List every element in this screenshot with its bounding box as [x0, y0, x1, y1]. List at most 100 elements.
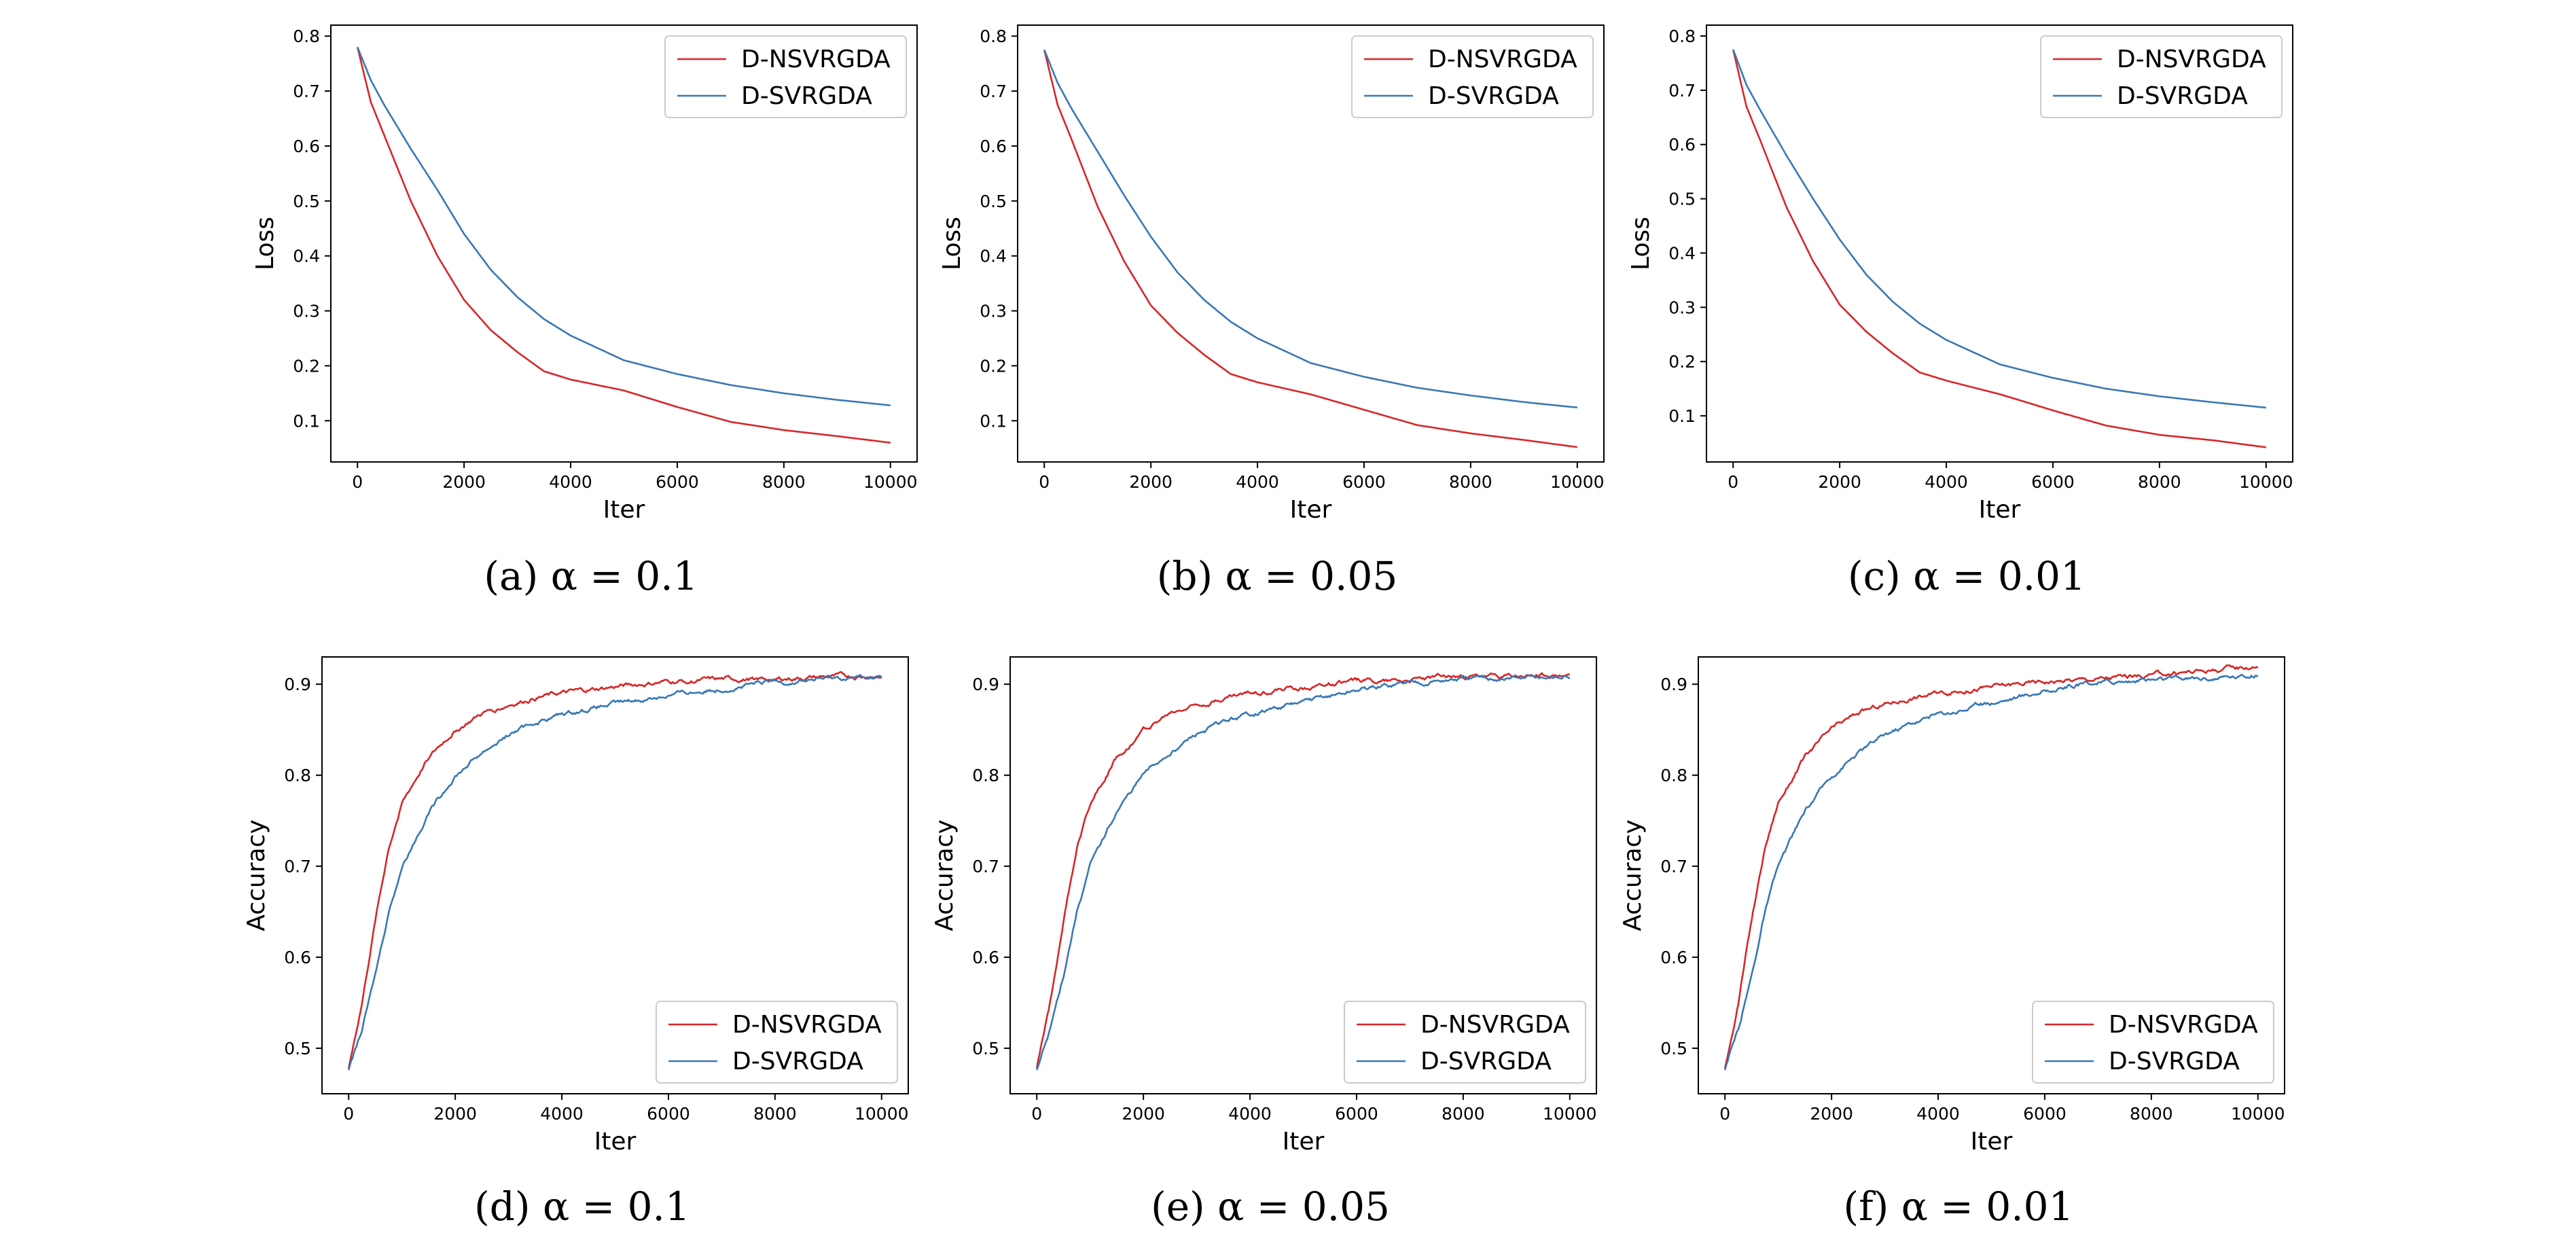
legend: D-NSVRGDA D-SVRGDA: [1344, 1001, 1586, 1084]
x-tick-label: 4000: [1916, 1104, 1960, 1124]
x-tick-label: 2000: [1818, 472, 1861, 492]
legend-label: D-SVRGDA: [732, 1048, 863, 1075]
x-tick-label: 0: [343, 1104, 354, 1124]
series-line-d-nsvrgda: [347, 671, 882, 1069]
series-line-d-svrgda: [1732, 49, 2266, 409]
legend: D-NSVRGDA D-SVRGDA: [2040, 35, 2283, 118]
legend-label: D-NSVRGDA: [741, 46, 891, 73]
legend: D-NSVRGDA D-SVRGDA: [2032, 1001, 2274, 1084]
y-tick-label: 0.7: [1660, 857, 1687, 876]
x-axis-label: Iter: [1290, 496, 1332, 524]
chart-panel-5: 0 2000 4000 6000 8000 10000 0.5 0.6 0.7 0.8 0.9 Ite…: [931, 656, 1597, 1230]
y-tick-label: 0.8: [1660, 766, 1687, 785]
plot-frame: [1706, 24, 2293, 463]
series-line-d-svrgda: [1723, 673, 2259, 1071]
y-tick-label: 0.5: [293, 192, 320, 211]
legend-box: [1344, 1001, 1586, 1084]
y-tick-label: 0.3: [980, 302, 1007, 321]
y-tick-label: 0.9: [284, 675, 311, 694]
legend-box: [1351, 35, 1594, 118]
y-tick-label: 0.6: [980, 137, 1007, 156]
chart-panel-3: 0 2000 4000 6000 8000 10000 0.1 0.2 0.3 0.4 0.5 0.6…: [1627, 24, 2293, 599]
x-tick-label: 8000: [1442, 1104, 1485, 1124]
panel-caption: (d) α = 0.1: [474, 1183, 690, 1230]
x-tick-label: 6000: [2031, 472, 2075, 492]
y-tick-label: 0.9: [972, 675, 999, 694]
y-tick-label: 0.7: [284, 857, 311, 876]
x-tick-label: 6000: [1342, 472, 1386, 492]
legend-label: D-SVRGDA: [2117, 82, 2248, 110]
x-tick-label: 6000: [2023, 1104, 2067, 1124]
legend: D-NSVRGDA D-SVRGDA: [656, 1001, 898, 1084]
plot-frame: [1698, 656, 2285, 1094]
series-line-d-nsvrgda: [1732, 49, 2266, 448]
x-tick-label: 0: [1031, 1104, 1042, 1124]
chart-panel-6: 0 2000 4000 6000 8000 10000 0.5 0.6 0.7 0.8 0.9 Ite…: [1619, 656, 2285, 1230]
chart-panel-1: 0 2000 4000 6000 8000 10000 0.1 0.2 0.3 0.4 0.5 0.6…: [251, 24, 918, 599]
y-axis-label: Loss: [938, 217, 966, 270]
x-tick-label: 8000: [1449, 472, 1492, 492]
legend-label: D-NSVRGDA: [2117, 46, 2266, 73]
y-tick-label: 0.6: [1660, 948, 1687, 967]
y-tick-label: 0.9: [1660, 675, 1687, 694]
x-tick-label: 4000: [549, 472, 592, 492]
x-tick-label: 2000: [442, 472, 486, 492]
y-tick-label: 0.3: [293, 302, 320, 321]
plot-frame: [321, 656, 909, 1094]
y-tick-label: 0.4: [1668, 243, 1696, 263]
y-tick-label: 0.8: [284, 766, 311, 785]
series-line-d-nsvrgda: [356, 47, 891, 444]
x-tick-label: 10000: [2239, 472, 2293, 492]
x-tick-label: 2000: [1810, 1104, 1853, 1124]
series-line-d-nsvrgda: [1723, 664, 2259, 1069]
panel-caption: (c) α = 0.01: [1848, 553, 2086, 599]
y-tick-label: 0.5: [284, 1039, 311, 1058]
x-tick-label: 4000: [540, 1104, 584, 1124]
x-tick-label: 10000: [1543, 1104, 1597, 1124]
y-tick-label: 0.2: [293, 356, 320, 376]
legend-label: D-NSVRGDA: [2109, 1011, 2258, 1039]
legend-label: D-SVRGDA: [2109, 1048, 2240, 1075]
y-tick-label: 0.7: [972, 857, 999, 876]
y-tick-label: 0.6: [1668, 135, 1696, 155]
y-tick-label: 0.4: [293, 247, 320, 266]
legend-label: D-NSVRGDA: [1420, 1011, 1570, 1039]
y-tick-label: 0.8: [972, 766, 999, 785]
y-tick-label: 0.1: [980, 411, 1007, 431]
x-tick-label: 2000: [1122, 1104, 1165, 1124]
series-line-d-svrgda: [347, 674, 882, 1071]
x-tick-label: 4000: [1925, 472, 1968, 492]
panel-caption: (e) α = 0.05: [1151, 1183, 1390, 1230]
y-axis-label: Accuracy: [931, 819, 959, 931]
series-line-d-nsvrgda: [1043, 50, 1577, 448]
y-tick-label: 0.6: [293, 137, 320, 156]
y-tick-label: 0.7: [980, 82, 1007, 101]
x-tick-label: 10000: [2231, 1104, 2285, 1124]
legend-label: D-SVRGDA: [1428, 82, 1559, 110]
legend-label: D-NSVRGDA: [1428, 46, 1577, 73]
plot-frame: [1017, 24, 1605, 463]
series-line-d-svrgda: [1035, 674, 1571, 1071]
chart-panel-4: 0 2000 4000 6000 8000 10000 0.5 0.6 0.7 0.8 0.9 Ite…: [243, 656, 909, 1230]
x-tick-label: 0: [1719, 1104, 1730, 1124]
y-tick-label: 0.2: [980, 356, 1007, 376]
chart-panel-2: 0 2000 4000 6000 8000 10000 0.1 0.2 0.3 0.4 0.5 0.6…: [938, 24, 1605, 599]
legend: D-NSVRGDA D-SVRGDA: [664, 35, 907, 118]
x-tick-label: 10000: [855, 1104, 909, 1124]
legend-label: D-SVRGDA: [1420, 1048, 1552, 1075]
panel-caption: (b) α = 0.05: [1157, 553, 1398, 599]
y-tick-label: 0.1: [1668, 406, 1696, 426]
y-tick-label: 0.1: [293, 411, 320, 431]
x-tick-label: 4000: [1236, 472, 1279, 492]
y-tick-label: 0.7: [293, 82, 320, 101]
legend: D-NSVRGDA D-SVRGDA: [1351, 35, 1594, 118]
legend-box: [664, 35, 907, 118]
x-tick-label: 2000: [433, 1104, 477, 1124]
x-axis-label: Iter: [1971, 1128, 2013, 1156]
y-tick-label: 0.2: [1668, 352, 1696, 372]
legend-box: [2040, 35, 2283, 118]
x-tick-label: 2000: [1129, 472, 1173, 492]
x-tick-label: 6000: [1335, 1104, 1378, 1124]
series-line-d-svrgda: [1043, 49, 1577, 409]
x-tick-label: 10000: [863, 472, 918, 492]
